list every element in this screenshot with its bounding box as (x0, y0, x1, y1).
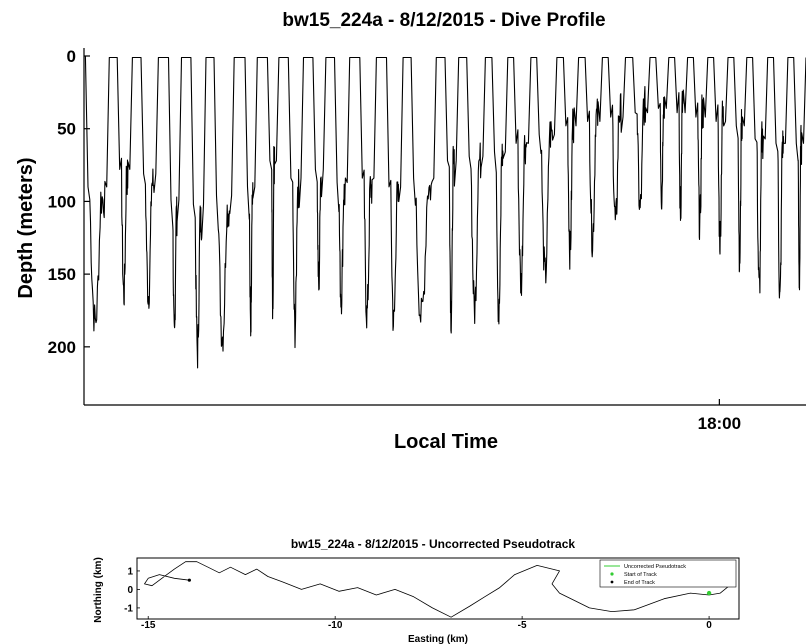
y-tick-label-200: 200 (48, 338, 76, 357)
y-tick-label-1: 1 (127, 566, 133, 577)
x-tick-label--5: -5 (518, 620, 527, 631)
x-tick-label: 18:00 (698, 414, 741, 433)
legend-label-end: End of Track (624, 580, 655, 586)
dive-profile-title: bw15_224a - 8/12/2015 - Dive Profile (282, 10, 605, 31)
legend-swatch-start (610, 572, 614, 576)
end-of-track-marker (187, 578, 191, 582)
pseudotrack-ticks: -15 -10 -5 0 1 0 -1 (124, 566, 712, 631)
y-tick-label-50: 50 (57, 120, 76, 139)
pseudotrack-y-label: Northing (km) (93, 557, 104, 623)
x-tick-label--10: -10 (328, 620, 343, 631)
y-tick-label-0: 0 (67, 47, 76, 66)
dive-profile-series-line (84, 55, 806, 369)
dive-profile-y-label: Depth (meters) (15, 157, 37, 298)
legend-label-track: Uncorrected Pseudotrack (624, 564, 686, 570)
pseudotrack-legend: Uncorrected Pseudotrack Start of Track E… (599, 559, 737, 588)
y-tick-label-0: 0 (127, 585, 133, 596)
y-tick-label-100: 100 (48, 192, 76, 211)
pseudotrack-title: bw15_224a - 8/12/2015 - Uncorrected Pseu… (291, 537, 575, 551)
legend-box (599, 559, 737, 588)
pseudotrack-series-line (144, 561, 732, 618)
y-tick-label-150: 150 (48, 265, 76, 284)
legend-swatch-end (610, 580, 614, 584)
pseudotrack-x-label: Easting (km) (408, 634, 468, 644)
x-tick-label--15: -15 (141, 620, 156, 631)
legend-label-start: Start of Track (624, 572, 657, 578)
dive-profile-axes (83, 48, 806, 406)
pseudotrack-plot-frame (136, 557, 740, 620)
dive-profile-x-label: Local Time (394, 431, 498, 453)
start-of-track-marker (706, 590, 712, 596)
y-tick-label--1: -1 (124, 603, 133, 614)
dive-profile-ticks: 0 50 100 150 200 18:00 (48, 47, 741, 433)
x-tick-label-0: 0 (706, 620, 712, 631)
